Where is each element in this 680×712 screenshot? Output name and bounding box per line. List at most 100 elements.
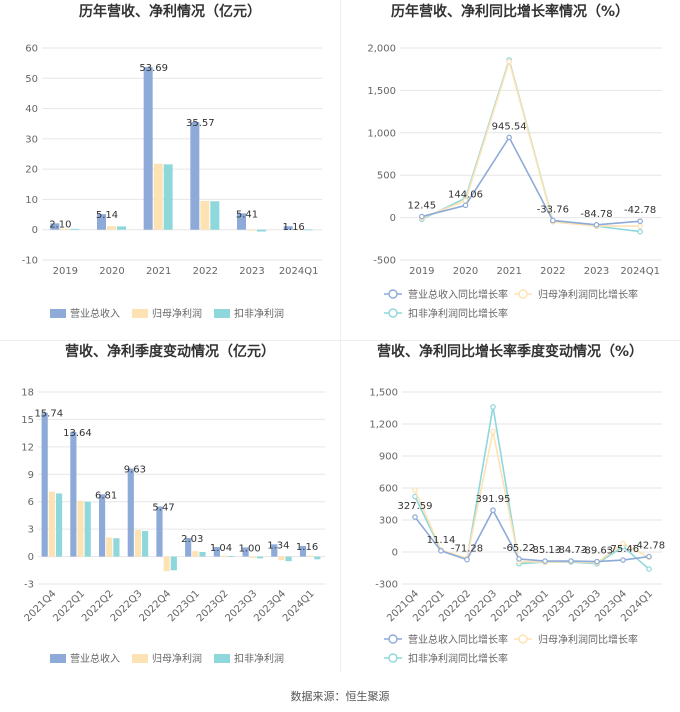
- bar: [271, 544, 278, 557]
- bar: [185, 538, 192, 557]
- data-point: [506, 134, 512, 141]
- legend-swatch: [132, 309, 148, 318]
- bar: [228, 556, 235, 557]
- data-label: 144.06: [448, 189, 483, 200]
- data-point: [646, 553, 652, 560]
- data-point: [412, 514, 418, 520]
- annual-revenue-profit-chart: 历年营收、净利情况（亿元） -10 0 10 20 30 40 50 60 2019 2020 202…: [0, 0, 340, 340]
- chart-title: 历年营收、净利情况（亿元）: [79, 3, 261, 20]
- data-label: -33.76: [537, 204, 569, 215]
- data-point: [646, 566, 652, 572]
- annual-growth-rate-chart: 历年营收、净利同比增长率情况（%） -500 0 500 1,000 1,500 2,000…: [340, 0, 680, 340]
- y-tick-label: 2,000: [367, 44, 396, 55]
- bar: [163, 164, 173, 230]
- data-label: 945.54: [492, 121, 527, 132]
- y-tick-label: 12: [21, 442, 34, 453]
- x-tick-label: 2021: [146, 266, 171, 277]
- bar: [50, 223, 60, 230]
- data-label: -42.78: [624, 205, 656, 216]
- data-point: [506, 58, 512, 65]
- chart-svg: 历年营收、净利同比增长率情况（%） -500 0 500 1,000 1,500 2,000…: [367, 3, 662, 320]
- data-label: -75.46: [607, 544, 639, 555]
- legend-swatch: [214, 654, 230, 663]
- y-tick-label: 1,500: [369, 388, 398, 399]
- bar: [293, 229, 303, 231]
- bar: [307, 555, 314, 557]
- y-tick-label: 10: [25, 195, 38, 206]
- bar: [299, 545, 307, 557]
- data-label: -65.22: [503, 543, 535, 554]
- y-tick-label: 9: [28, 470, 34, 481]
- legend-label: 归母净利润: [152, 307, 202, 320]
- y-tick-label: 1,000: [367, 128, 396, 139]
- y-tick-label: 0: [28, 552, 34, 563]
- legend-label: 扣非净利润: [234, 652, 284, 665]
- bar: [70, 431, 77, 557]
- y-tick-label: 60: [25, 44, 38, 55]
- bar: [247, 229, 256, 231]
- chart-title: 营收、净利同比增长率季度变动情况（%）: [377, 343, 643, 360]
- bar: [98, 494, 106, 557]
- legend-marker: [388, 653, 398, 663]
- bar: [77, 500, 84, 557]
- legend-label: 营业总收入同比增长率: [408, 633, 508, 646]
- data-point: [464, 556, 470, 563]
- legend-swatch: [50, 654, 66, 663]
- x-tick-label: 2024Q1: [281, 588, 317, 624]
- bar: [210, 201, 220, 230]
- data-label: 5.14: [96, 210, 118, 221]
- series-line: [421, 135, 641, 226]
- bar: [142, 530, 149, 557]
- bar: [190, 121, 200, 230]
- bar: [60, 228, 70, 230]
- legend-swatch: [50, 309, 66, 318]
- y-tick-label: 40: [25, 104, 38, 115]
- bar: [163, 556, 170, 572]
- legend-label: 归母净利润同比增长率: [538, 288, 638, 301]
- data-label: 5.47: [152, 503, 174, 514]
- x-tick-label: 2019: [409, 266, 434, 277]
- y-tick-label: 20: [25, 165, 38, 176]
- legend-marker: [518, 289, 528, 299]
- y-tick-label: 600: [379, 484, 398, 495]
- bar: [192, 551, 199, 557]
- data-label: -71.28: [451, 544, 483, 555]
- bar: [237, 213, 246, 230]
- series-line: [414, 431, 650, 564]
- y-tick-label: -500: [373, 256, 396, 267]
- bar: [134, 530, 142, 557]
- y-tick-label: 0: [392, 548, 398, 559]
- data-point: [438, 548, 444, 554]
- legend-marker: [518, 634, 528, 644]
- legend-marker: [388, 308, 398, 318]
- legend-marker: [388, 634, 398, 644]
- data-label: 13.64: [63, 428, 92, 439]
- series-line: [414, 508, 650, 563]
- legend-swatch: [132, 654, 148, 663]
- data-point: [637, 228, 643, 235]
- bar: [213, 547, 220, 557]
- bar: [278, 556, 285, 561]
- data-label: 9.63: [124, 465, 146, 476]
- bar: [285, 556, 292, 562]
- data-label: -84.73: [555, 545, 587, 556]
- bar: [84, 501, 91, 557]
- legend-label: 营业总收入: [70, 652, 120, 665]
- data-label: 2.03: [181, 534, 203, 545]
- x-tick-label: 2021: [496, 266, 521, 277]
- bar: [41, 412, 48, 557]
- series-line: [421, 58, 641, 227]
- data-label: 391.95: [476, 494, 511, 505]
- y-tick-label: 0: [32, 225, 38, 236]
- quarterly-revenue-profit-chart: 营收、净利季度变动情况（亿元） -3 0 3 6 9 12 15 18 2021Q4 2022Q1 2…: [0, 340, 340, 685]
- data-label: -84.78: [580, 209, 612, 220]
- bar: [55, 493, 63, 557]
- bar: [256, 556, 264, 559]
- data-point: [419, 213, 425, 220]
- chart-svg: 营收、净利同比增长率季度变动情况（%） -300 0 300 600 900 1,200 1,…: [369, 343, 665, 665]
- y-tick-label: -3: [24, 580, 34, 591]
- bar: [170, 556, 177, 571]
- x-tick-label: 2019: [53, 266, 78, 277]
- data-label: 35.57: [186, 118, 215, 129]
- x-tick-label: 2023: [239, 266, 264, 277]
